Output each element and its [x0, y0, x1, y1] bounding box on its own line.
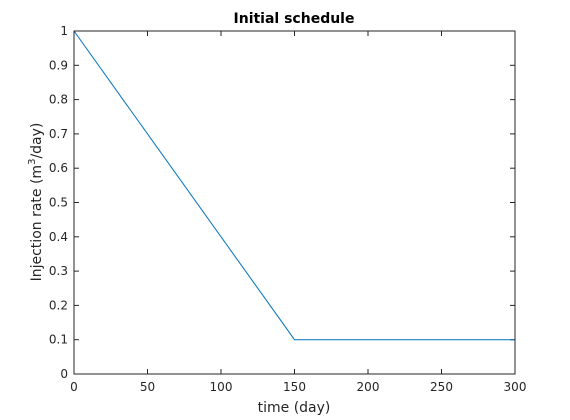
- x-tick-label: 100: [210, 380, 233, 394]
- y-axis-label-prefix: Injection rate (m: [29, 165, 45, 281]
- y-axis-label: Injection rate (m3/day): [27, 123, 45, 282]
- chart-title: Initial schedule: [234, 11, 355, 27]
- y-axis-label-suffix: /day): [29, 123, 45, 159]
- y-tick-label: 0.7: [49, 127, 68, 141]
- y-tick-label: 0.3: [49, 264, 68, 278]
- plot-area: [74, 31, 515, 374]
- y-tick-label: 0.4: [49, 230, 68, 244]
- y-tick-label: 0.8: [49, 93, 68, 107]
- y-tick-label: 0.1: [49, 333, 68, 347]
- y-tick-label: 0.2: [49, 298, 68, 312]
- x-tick-label: 0: [70, 380, 78, 394]
- y-tick-label: 1: [60, 24, 68, 38]
- series-line: [73, 30, 515, 341]
- x-axis-ticks: 0 50 100 150 200 250 300: [70, 31, 526, 394]
- series-layer: [73, 30, 515, 341]
- plot-box: [73, 30, 516, 375]
- x-tick-label: 200: [357, 380, 380, 394]
- y-tick-label: 0.9: [49, 58, 68, 72]
- y-tick-label: 0.5: [49, 196, 68, 210]
- y-axis-ticks: 0 0.1 0.2 0.3 0.4 0.5 0.6 0.7 0.8 0.9 1: [49, 24, 515, 381]
- x-tick-label: 50: [140, 380, 155, 394]
- x-tick-label: 250: [430, 380, 453, 394]
- x-tick-label: 150: [283, 380, 306, 394]
- x-tick-label: 300: [504, 380, 527, 394]
- x-axis-label: time (day): [258, 400, 331, 416]
- y-tick-label: 0.6: [49, 161, 68, 175]
- y-axis-label-superscript: 3: [27, 159, 38, 165]
- y-tick-label: 0: [60, 367, 68, 381]
